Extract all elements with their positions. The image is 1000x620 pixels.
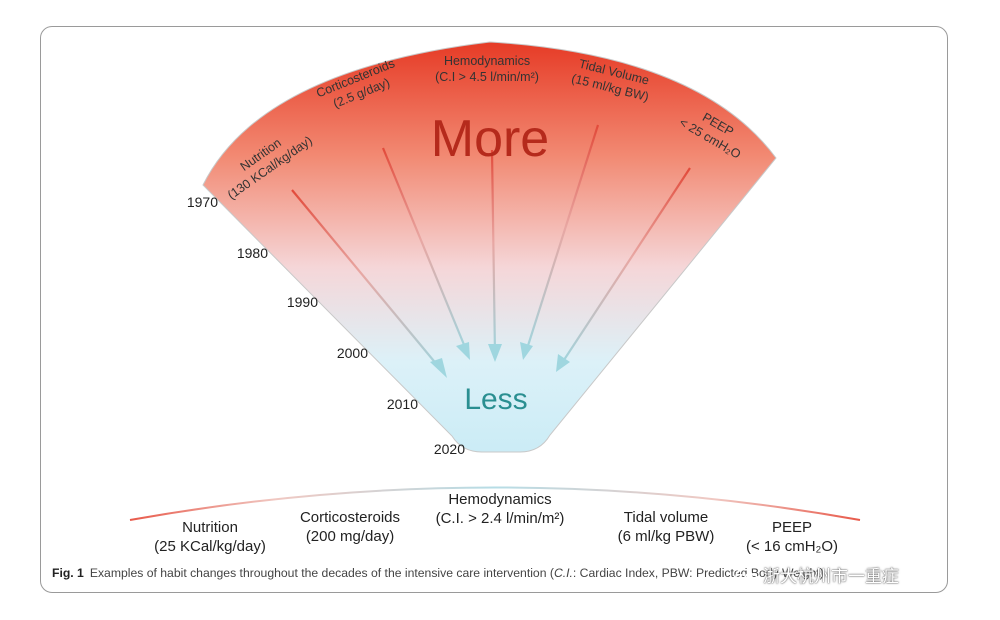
bottom-item-name: PEEP: [771, 519, 813, 536]
arrowhead-peep: [556, 354, 570, 372]
top-item-hemodynamics-value: (C.I > 4.5 l/min/m²): [435, 70, 539, 84]
arrowheads: [430, 342, 570, 378]
bottom-item-tidal-volume: Tidal volume (6 ml/kg PBW): [596, 508, 736, 546]
bottom-item-name: Hemodynamics: [448, 491, 552, 508]
fan-shape: [202, 41, 777, 453]
arrow-nutrition: [291, 189, 444, 373]
bottom-item-hemodynamics: Hemodynamics (C.I. > 2.4 l/min/m²): [420, 490, 580, 528]
arrowhead-hemodynamics: [488, 344, 502, 362]
caption-text-after: : Cardiac Index, PBW: Predicted Body Wei…: [572, 566, 824, 580]
bottom-item-value: (< 16 cmH₂O): [745, 538, 839, 555]
arrowhead-corticosteroids: [456, 342, 470, 360]
year-label: 1970: [187, 194, 218, 210]
arrow-corticosteroids: [381, 147, 469, 353]
year-labels: 1970 1980 1990 2000 2010 2020: [187, 194, 465, 457]
wechat-icon: [735, 568, 759, 585]
year-label: 2000: [337, 345, 368, 361]
bottom-item-value: (25 KCal/kg/day): [154, 538, 266, 555]
caption-italic: C.I.: [553, 566, 573, 580]
bottom-item-peep: PEEP (< 16 cmH₂O): [722, 518, 862, 556]
bottom-item-name: Corticosteroids: [299, 509, 401, 526]
arrowhead-tidal-volume: [520, 342, 533, 360]
year-label: 1990: [287, 294, 318, 310]
bottom-item-nutrition: Nutrition (25 KCal/kg/day): [140, 518, 280, 556]
watermark: 浙大杭州市一重症: [735, 562, 899, 587]
top-item-hemodynamics-name: Hemodynamics: [444, 54, 530, 68]
year-label: 2020: [434, 441, 465, 457]
bottom-item-value: (200 mg/day): [305, 528, 395, 545]
caption-label: Fig. 1: [52, 566, 84, 580]
bottom-item-name: Nutrition: [182, 519, 238, 536]
arrow-hemodynamics: [490, 149, 497, 356]
arrows: [291, 124, 691, 373]
arrowhead-nutrition: [430, 358, 447, 378]
bottom-item-corticosteroids: Corticosteroids (200 mg/day): [280, 508, 420, 546]
bottom-arc: [129, 486, 861, 521]
bottom-item-name: Tidal volume: [623, 509, 709, 526]
less-label: Less: [464, 383, 527, 416]
year-label: 1980: [237, 245, 268, 261]
figure-caption: Fig. 1 Examples of habit changes througho…: [52, 566, 824, 580]
caption-text: Examples of habit changes throughout the…: [89, 566, 554, 580]
watermark-text: 浙大杭州市一重症: [763, 567, 899, 587]
more-label: More: [431, 110, 549, 168]
arrow-peep: [559, 167, 691, 367]
bottom-item-value: (C.I. > 2.4 l/min/m²): [435, 510, 565, 527]
arrow-tidal-volume: [524, 124, 600, 353]
year-label: 2010: [387, 396, 418, 412]
bottom-item-value: (6 ml/kg PBW): [617, 528, 715, 545]
